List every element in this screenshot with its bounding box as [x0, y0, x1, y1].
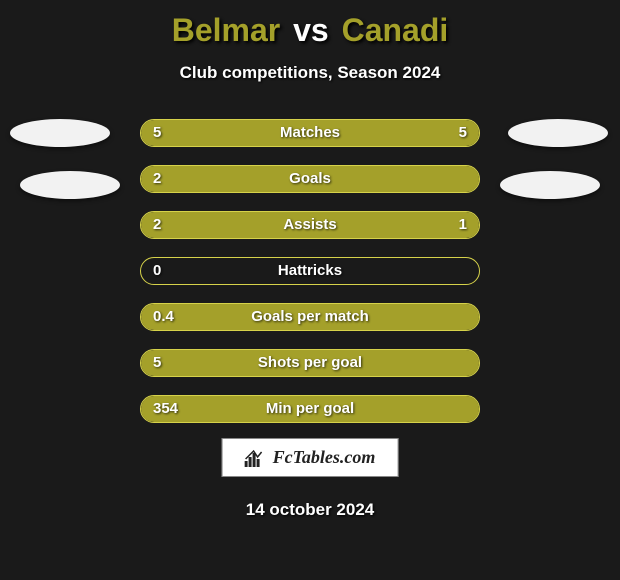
stats-comparison-chart: 55Matches 2Goals 21Assists 0Hattricks 0.4Goa…	[0, 119, 620, 423]
side-ellipse	[500, 171, 600, 199]
title-left-player: Belmar	[172, 12, 281, 48]
side-ellipse	[20, 171, 120, 199]
stat-label: Goals per match	[141, 304, 479, 330]
stat-row: 0Hattricks	[140, 257, 480, 285]
stat-label: Assists	[141, 212, 479, 238]
stat-label: Goals	[141, 166, 479, 192]
title-vs: vs	[293, 12, 329, 48]
stat-label: Min per goal	[141, 396, 479, 422]
side-ellipse	[508, 119, 608, 147]
date-text: 14 october 2024	[0, 500, 620, 520]
stat-label: Matches	[141, 120, 479, 146]
side-ellipse	[10, 119, 110, 147]
brand-text: FcTables.com	[273, 447, 376, 468]
stat-row: 0.4Goals per match	[140, 303, 480, 331]
subtitle: Club competitions, Season 2024	[0, 63, 620, 83]
page-title: Belmar vs Canadi	[0, 0, 620, 49]
title-right-player: Canadi	[342, 12, 449, 48]
stat-row: 21Assists	[140, 211, 480, 239]
stat-row: 55Matches	[140, 119, 480, 147]
stat-label: Hattricks	[141, 258, 479, 284]
brand-watermark: FcTables.com	[222, 438, 399, 477]
stat-label: Shots per goal	[141, 350, 479, 376]
stat-row: 354Min per goal	[140, 395, 480, 423]
bar-chart-icon	[245, 449, 267, 467]
stat-row: 2Goals	[140, 165, 480, 193]
stat-row: 5Shots per goal	[140, 349, 480, 377]
